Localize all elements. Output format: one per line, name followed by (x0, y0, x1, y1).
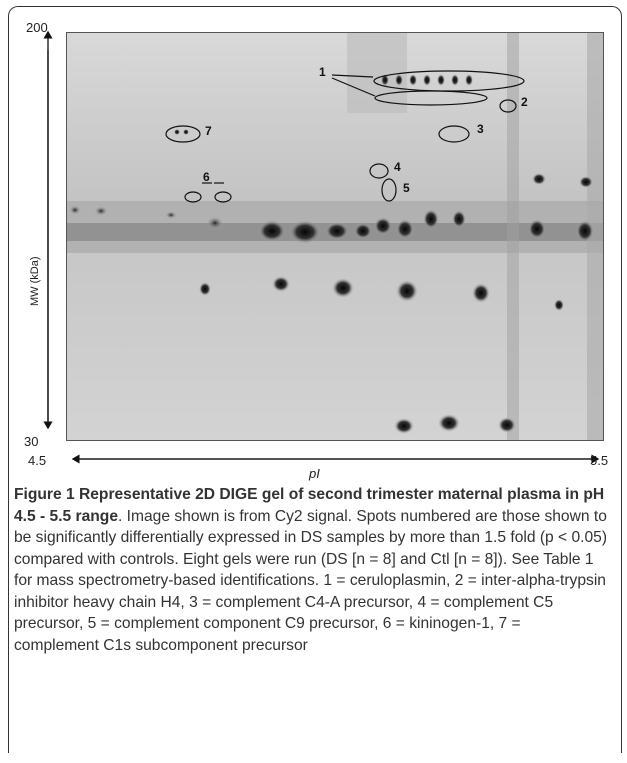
figure-frame (8, 6, 622, 753)
spot-label-1: 1 (319, 65, 326, 79)
x-axis-title: pI (309, 466, 320, 481)
spot-annotations (165, 70, 525, 203)
y-axis-bottom-label: 30 (24, 434, 39, 449)
gel-image: 1 2 3 4 5 6 7 (66, 32, 604, 441)
spot-label-5: 5 (403, 181, 410, 195)
caption-title: Figure 1 Representative 2D DIGE gel of s… (14, 486, 605, 525)
y-axis-top-label: 200 (26, 20, 48, 35)
caption-body: . Image shown is from Cy2 signal. Spots … (14, 507, 608, 654)
spot-label-4: 4 (394, 160, 401, 174)
figure-caption: Figure 1 Representative 2D DIGE gel of s… (14, 484, 608, 656)
spot-label-6: 6 (203, 170, 210, 184)
gel-spots (69, 74, 594, 434)
spot-label-3: 3 (477, 122, 484, 136)
x-axis-left-label: 4.5 (28, 453, 47, 468)
y-axis-title: MW (kDa) (29, 256, 41, 307)
spot-label-7: 7 (205, 124, 212, 138)
x-axis-right-label: 5.5 (590, 453, 609, 468)
spot-label-2: 2 (521, 95, 528, 109)
